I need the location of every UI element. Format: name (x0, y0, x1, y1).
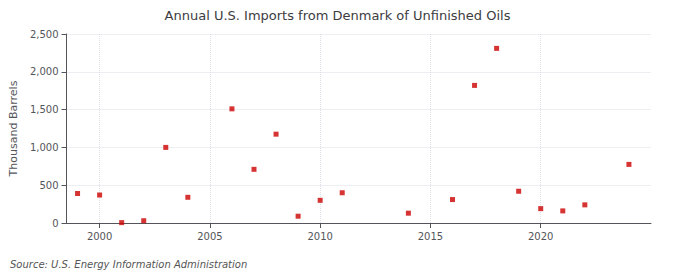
svg-text:1,500: 1,500 (30, 104, 59, 115)
svg-text:Thousand Barrels: Thousand Barrels (7, 80, 20, 177)
svg-text:2010: 2010 (307, 231, 332, 242)
svg-text:0: 0 (52, 218, 58, 229)
svg-text:Annual U.S. Imports from Denma: Annual U.S. Imports from Denmark of Unfi… (165, 8, 511, 23)
svg-text:Source: U.S. Energy Informatio: Source: U.S. Energy Information Administ… (10, 259, 247, 270)
svg-text:1,000: 1,000 (30, 142, 59, 153)
svg-text:2015: 2015 (418, 231, 443, 242)
svg-text:2005: 2005 (197, 231, 222, 242)
svg-text:2020: 2020 (528, 231, 553, 242)
svg-text:2000: 2000 (87, 231, 112, 242)
svg-text:2,500: 2,500 (30, 29, 59, 40)
svg-text:2,000: 2,000 (30, 66, 59, 77)
svg-text:500: 500 (39, 180, 58, 191)
